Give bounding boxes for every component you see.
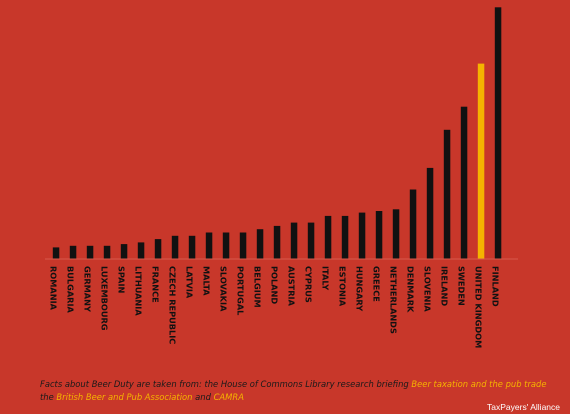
bar-denmark — [409, 189, 417, 259]
footnote-text: Facts about Beer Duty are taken from: th… — [40, 379, 412, 389]
category-label-czech-republic: CZECH REPUBLIC — [168, 266, 178, 344]
category-label-germany: GERMANY — [83, 266, 93, 313]
category-label-italy: ITALY — [321, 266, 331, 291]
bar-slovenia — [426, 167, 434, 259]
bar-cyprus — [307, 222, 315, 259]
category-label-estonia: ESTONIA — [338, 266, 348, 307]
category-label-ireland: IRELAND — [440, 266, 450, 306]
bar-portugal — [239, 232, 247, 259]
bar-netherlands — [392, 209, 400, 259]
category-label-sweden: SWEDEN — [457, 266, 467, 306]
bar-united-kingdom — [477, 63, 485, 259]
category-label-austria: AUSTRIA — [287, 266, 297, 307]
credit-text: TaxPayers' Alliance — [487, 402, 560, 412]
bar-finland — [494, 7, 502, 259]
source-footnote: Facts about Beer Duty are taken from: th… — [40, 378, 560, 404]
category-label-malta: MALTA — [202, 266, 212, 296]
footnote-link-camra[interactable]: CAMRA — [213, 392, 244, 402]
category-label-slovenia: SLOVENIA — [423, 266, 433, 312]
category-label-lithuania: LITHUANIA — [134, 266, 144, 316]
bar-spain — [120, 244, 128, 259]
bar-lithuania — [137, 242, 145, 259]
bar-estonia — [341, 215, 349, 259]
category-label-portugal: PORTUGAL — [236, 266, 246, 315]
category-label-hungary: HUNGARY — [355, 266, 365, 312]
category-label-finland: FINLAND — [491, 266, 501, 307]
bar-italy — [324, 215, 332, 259]
bar-poland — [273, 225, 281, 259]
category-label-greece: GREECE — [372, 266, 382, 302]
bar-hungary — [358, 212, 366, 259]
category-label-latvia: LATVIA — [185, 266, 195, 299]
bar-greece — [375, 211, 383, 259]
bar-belgium — [256, 229, 264, 259]
bar-slovakia — [222, 232, 230, 259]
bar-austria — [290, 222, 298, 259]
bar-luxembourg — [103, 245, 111, 259]
category-label-poland: POLAND — [270, 266, 280, 304]
bar-romania — [52, 247, 60, 259]
bar-germany — [86, 245, 94, 259]
category-label-slovakia: SLOVAKIA — [219, 266, 229, 312]
footnote-text-3: and — [192, 392, 214, 402]
bar-ireland — [443, 129, 451, 259]
category-label-bulgaria: BULGARIA — [66, 266, 76, 314]
bar-bulgaria — [69, 245, 77, 259]
category-label-romania: ROMANIA — [49, 266, 59, 311]
category-label-spain: SPAIN — [117, 266, 127, 294]
footnote-link-bbpa[interactable]: British Beer and Pub Association — [56, 392, 193, 402]
footnote-link-beer-taxation[interactable]: Beer taxation and the pub trade — [411, 379, 547, 389]
bar-malta — [205, 232, 213, 259]
bar-france — [154, 239, 162, 259]
category-label-france: FRANCE — [151, 266, 161, 303]
category-label-luxembourg: LUXEMBOURG — [100, 266, 110, 331]
category-label-netherlands: NETHERLANDS — [389, 266, 399, 334]
bar-sweden — [460, 106, 468, 259]
bar-czech-republic — [171, 235, 179, 259]
category-label-belgium: BELGIUM — [253, 266, 263, 308]
footnote-text-2: the — [40, 392, 57, 402]
category-label-cyprus: CYPRUS — [304, 266, 314, 303]
category-label-united-kingdom: UNITED KINGDOM — [474, 266, 484, 348]
category-label-denmark: DENMARK — [406, 266, 416, 313]
bar-latvia — [188, 235, 196, 259]
